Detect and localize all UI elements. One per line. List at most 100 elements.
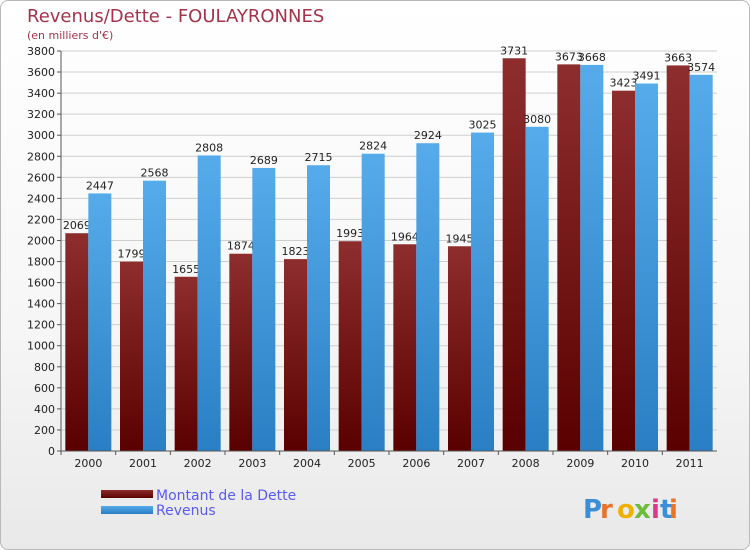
y-tick-label: 3200 xyxy=(27,108,55,121)
y-tick-label: 200 xyxy=(34,424,55,437)
bar-revenus xyxy=(689,74,713,451)
bars: 2069 2447 1799 2568 1655 2808 1874 2689 1823 2715… xyxy=(63,44,715,452)
y-tick-label: 1400 xyxy=(27,298,55,311)
y-tick-label: 1200 xyxy=(27,319,55,332)
y-tick-label: 1800 xyxy=(27,256,55,269)
data-label-revenus: 2824 xyxy=(359,140,387,153)
legend: Montant de la Dette Revenus xyxy=(101,488,296,519)
data-label-dette: 1823 xyxy=(282,245,310,258)
x-tick-label: 2000 xyxy=(74,457,102,470)
logo-letter: r xyxy=(600,495,613,525)
bar-dette xyxy=(174,276,198,451)
data-label-dette: 1945 xyxy=(446,232,474,245)
logo-letter: o xyxy=(617,495,635,525)
y-tick-label: 2000 xyxy=(27,234,55,247)
data-label-revenus: 3080 xyxy=(523,113,551,126)
x-tick-label: 2005 xyxy=(348,457,376,470)
y-tick-label: 800 xyxy=(34,361,55,374)
data-label-dette: 3731 xyxy=(500,44,528,57)
x-tick-label: 2009 xyxy=(566,457,594,470)
bar-revenus xyxy=(635,83,658,452)
bar-revenus xyxy=(471,132,494,451)
bar-dette xyxy=(229,253,253,451)
grid xyxy=(61,50,717,452)
bar-dette xyxy=(666,65,690,451)
logo-letter: x xyxy=(634,495,651,525)
y-tick-label: 2800 xyxy=(27,150,55,163)
data-label-revenus: 2715 xyxy=(305,151,333,164)
y-tick-label: 2400 xyxy=(27,192,55,205)
x-tick-label: 2002 xyxy=(184,457,212,470)
bar-dette xyxy=(338,241,362,451)
y-tick-label: 600 xyxy=(34,382,55,395)
bar-dette xyxy=(284,259,307,451)
y-tick-label: 1600 xyxy=(27,277,55,290)
data-label-dette: 1799 xyxy=(118,248,146,261)
data-label-revenus: 2447 xyxy=(86,179,114,192)
data-label-revenus: 3025 xyxy=(469,119,497,132)
data-label-dette: 3673 xyxy=(555,50,583,63)
data-label-revenus: 3574 xyxy=(687,61,715,74)
y-tick-label: 2200 xyxy=(27,213,55,226)
proxiti-logo: Pr o x i ti xyxy=(583,495,678,525)
legend-label-dette: Montant de la Dette xyxy=(156,488,296,504)
data-label-revenus: 2689 xyxy=(250,154,278,167)
data-label-dette: 1993 xyxy=(336,227,364,240)
data-label-dette: 3663 xyxy=(664,51,692,64)
data-label-dette: 1655 xyxy=(172,263,200,276)
data-label-revenus: 3668 xyxy=(578,51,606,64)
x-tick-label: 2011 xyxy=(676,457,704,470)
y-tick-label: 2600 xyxy=(27,171,55,184)
data-label-revenus: 2808 xyxy=(195,141,223,154)
bar-dette xyxy=(612,90,635,452)
x-tick-label: 2010 xyxy=(621,457,649,470)
y-tick-label: 3800 xyxy=(27,45,55,58)
bar-revenus xyxy=(197,155,221,451)
x-tick-label: 2008 xyxy=(512,457,540,470)
bar-dette xyxy=(393,244,417,451)
logo-letter: i xyxy=(669,495,678,525)
data-label-revenus: 2568 xyxy=(141,167,169,180)
data-label-dette: 1964 xyxy=(391,230,419,243)
x-tick-label: 2003 xyxy=(238,457,266,470)
logo-letter: P xyxy=(583,495,602,525)
bar-revenus xyxy=(580,64,604,451)
y-tick-label: 3000 xyxy=(27,129,55,142)
y-tick-label: 400 xyxy=(34,403,55,416)
x-tick-label: 2007 xyxy=(457,457,485,470)
bar-revenus xyxy=(88,193,112,451)
logo-letter: i xyxy=(651,495,660,525)
y-tick-label: 3600 xyxy=(27,66,55,79)
bar-dette xyxy=(557,64,581,452)
bar-revenus xyxy=(307,165,330,452)
logo-letter: t xyxy=(660,495,672,525)
data-label-dette: 2069 xyxy=(63,219,91,232)
y-tick-label: 3400 xyxy=(27,87,55,100)
chart-subtitle: (en milliers d'€) xyxy=(27,29,113,42)
data-label-revenus: 3491 xyxy=(633,70,661,83)
bar-dette xyxy=(502,58,526,452)
bar-revenus xyxy=(416,143,440,452)
bar-revenus xyxy=(361,153,385,451)
legend-swatch-revenus xyxy=(101,506,153,514)
data-label-dette: 1874 xyxy=(227,240,255,253)
bar-revenus xyxy=(143,180,166,451)
y-tick-label: 1000 xyxy=(27,340,55,353)
axes: 0 200 400 600 800 1000 1200 1400 1600 1800 2000 220… xyxy=(27,45,717,470)
chart-title: Revenus/Dette - FOULAYRONNES xyxy=(27,6,324,27)
bar-dette xyxy=(448,246,471,451)
y-tick-label: 0 xyxy=(48,445,55,458)
x-tick-label: 2004 xyxy=(293,457,321,470)
bar-dette xyxy=(65,233,89,451)
data-label-revenus: 2924 xyxy=(414,129,442,142)
legend-swatch-dette xyxy=(101,490,153,498)
bar-revenus xyxy=(252,167,276,451)
x-tick-label: 2001 xyxy=(129,457,157,470)
legend-label-revenus: Revenus xyxy=(156,503,216,519)
x-tick-label: 2006 xyxy=(402,457,430,470)
bar-dette xyxy=(120,261,143,451)
data-label-dette: 3423 xyxy=(610,77,638,90)
bar-revenus xyxy=(525,126,549,451)
